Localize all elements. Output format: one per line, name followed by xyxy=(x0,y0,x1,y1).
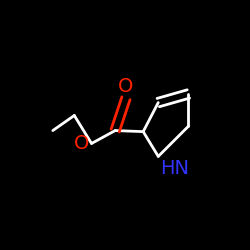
Text: O: O xyxy=(74,134,90,153)
Text: O: O xyxy=(118,77,134,96)
Text: HN: HN xyxy=(160,158,190,178)
